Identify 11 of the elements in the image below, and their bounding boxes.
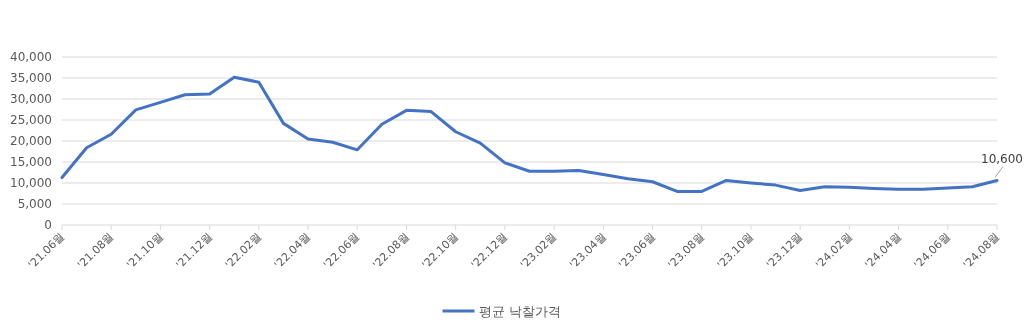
- legend-label: 평균 낙찰가격: [478, 304, 561, 319]
- y-tick-label: 10,000: [10, 176, 52, 190]
- y-tick-label: 25,000: [10, 113, 52, 127]
- data-label: 10,600: [981, 152, 1023, 167]
- y-tick-label: 30,000: [10, 92, 52, 106]
- y-tick-label: 40,000: [10, 50, 52, 64]
- y-tick-label: 5,000: [17, 197, 52, 211]
- y-tick-label: 0: [44, 218, 52, 232]
- y-tick-label: 20,000: [10, 134, 52, 148]
- y-tick-label: 15,000: [10, 155, 52, 169]
- y-tick-label: 35,000: [10, 71, 52, 85]
